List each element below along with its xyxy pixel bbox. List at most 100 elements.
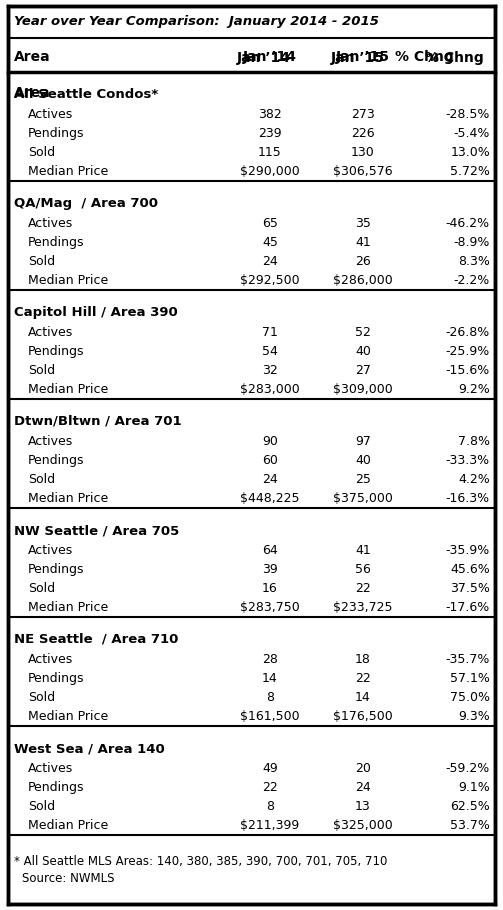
- Text: Actives: Actives: [28, 435, 73, 448]
- Text: Pendings: Pendings: [28, 345, 85, 358]
- Text: Median Price: Median Price: [28, 383, 108, 396]
- Text: Year over Year Comparison:  January 2014 - 2015: Year over Year Comparison: January 2014 …: [14, 15, 379, 28]
- Text: 27: 27: [355, 364, 371, 377]
- Text: 130: 130: [351, 146, 375, 159]
- Text: 22: 22: [355, 672, 371, 685]
- Text: % Chng: % Chng: [395, 50, 454, 64]
- Text: -5.4%: -5.4%: [454, 127, 490, 140]
- Text: 90: 90: [262, 435, 278, 448]
- Text: Sold: Sold: [28, 473, 55, 486]
- Text: Jan ’15: Jan ’15: [336, 50, 390, 64]
- Text: 22: 22: [262, 781, 278, 794]
- Text: 226: 226: [351, 127, 375, 140]
- Text: QA/Mag  / Area 700: QA/Mag / Area 700: [14, 197, 158, 210]
- Text: Median Price: Median Price: [28, 710, 108, 723]
- Text: Actives: Actives: [28, 217, 73, 230]
- Text: 35: 35: [355, 217, 371, 230]
- Text: Capitol Hill / Area 390: Capitol Hill / Area 390: [14, 306, 178, 319]
- Text: West Sea / Area 140: West Sea / Area 140: [14, 742, 165, 755]
- Text: Median Price: Median Price: [28, 819, 108, 832]
- Text: 8.3%: 8.3%: [458, 255, 490, 268]
- Text: 39: 39: [262, 563, 278, 576]
- Text: 32: 32: [262, 364, 278, 377]
- Text: 9.1%: 9.1%: [458, 781, 490, 794]
- Text: 9.2%: 9.2%: [458, 383, 490, 396]
- Text: 57.1%: 57.1%: [450, 672, 490, 685]
- Text: Jan ’14: Jan ’14: [243, 50, 297, 64]
- Text: NE Seattle  / Area 710: NE Seattle / Area 710: [14, 633, 179, 646]
- Text: $283,750: $283,750: [240, 601, 300, 614]
- Text: 62.5%: 62.5%: [450, 800, 490, 813]
- Text: -16.3%: -16.3%: [446, 492, 490, 505]
- Text: 16: 16: [262, 582, 278, 595]
- Text: 18: 18: [355, 653, 371, 666]
- Text: 22: 22: [355, 582, 371, 595]
- Text: 13.0%: 13.0%: [450, 146, 490, 159]
- Text: $448,225: $448,225: [240, 492, 300, 505]
- Text: Actives: Actives: [28, 653, 73, 666]
- Text: Actives: Actives: [28, 108, 73, 121]
- Text: -35.7%: -35.7%: [446, 653, 490, 666]
- Text: 75.0%: 75.0%: [450, 691, 490, 704]
- Text: 9.3%: 9.3%: [458, 710, 490, 723]
- Text: -33.3%: -33.3%: [446, 454, 490, 467]
- Text: Pendings: Pendings: [28, 127, 85, 140]
- Text: 65: 65: [262, 217, 278, 230]
- Text: 273: 273: [351, 108, 375, 121]
- Text: 54: 54: [262, 345, 278, 358]
- Text: Pendings: Pendings: [28, 236, 85, 249]
- Text: -35.9%: -35.9%: [446, 544, 490, 557]
- Text: $292,500: $292,500: [240, 274, 300, 287]
- Text: 25: 25: [355, 473, 371, 486]
- Text: 53.7%: 53.7%: [450, 819, 490, 832]
- Text: $286,000: $286,000: [333, 274, 393, 287]
- Text: Median Price: Median Price: [28, 492, 108, 505]
- Text: Actives: Actives: [28, 326, 73, 339]
- Text: Median Price: Median Price: [28, 274, 108, 287]
- Text: All Seattle Condos*: All Seattle Condos*: [14, 88, 158, 101]
- Text: -8.9%: -8.9%: [454, 236, 490, 249]
- Text: NW Seattle / Area 705: NW Seattle / Area 705: [14, 524, 179, 537]
- Text: $306,576: $306,576: [333, 165, 393, 178]
- Text: Actives: Actives: [28, 762, 73, 775]
- Text: 97: 97: [355, 435, 371, 448]
- Text: * All Seattle MLS Areas: 140, 380, 385, 390, 700, 701, 705, 710: * All Seattle MLS Areas: 140, 380, 385, …: [14, 854, 387, 867]
- Text: 8: 8: [266, 800, 274, 813]
- Text: Sold: Sold: [28, 800, 55, 813]
- Text: Area: Area: [14, 86, 51, 100]
- Text: 239: 239: [258, 127, 282, 140]
- Text: 24: 24: [262, 473, 278, 486]
- Text: % Chng: % Chng: [425, 51, 483, 65]
- Text: $325,000: $325,000: [333, 819, 393, 832]
- Text: Pendings: Pendings: [28, 672, 85, 685]
- Text: 14: 14: [262, 672, 278, 685]
- Text: 71: 71: [262, 326, 278, 339]
- Text: Jan ’14: Jan ’14: [237, 51, 291, 65]
- Text: $176,500: $176,500: [333, 710, 393, 723]
- Text: 14: 14: [355, 691, 371, 704]
- Text: 40: 40: [355, 454, 371, 467]
- Text: Sold: Sold: [28, 364, 55, 377]
- Text: $375,000: $375,000: [333, 492, 393, 505]
- Text: 24: 24: [355, 781, 371, 794]
- Text: -59.2%: -59.2%: [446, 762, 490, 775]
- Text: $161,500: $161,500: [240, 710, 300, 723]
- Text: 20: 20: [355, 762, 371, 775]
- Text: -25.9%: -25.9%: [446, 345, 490, 358]
- Text: Median Price: Median Price: [28, 165, 108, 178]
- Text: -2.2%: -2.2%: [454, 274, 490, 287]
- Text: $290,000: $290,000: [240, 165, 300, 178]
- Text: 382: 382: [258, 108, 282, 121]
- Text: 37.5%: 37.5%: [450, 582, 490, 595]
- Text: Pendings: Pendings: [28, 454, 85, 467]
- Text: 56: 56: [355, 563, 371, 576]
- Text: 52: 52: [355, 326, 371, 339]
- Text: 45.6%: 45.6%: [450, 563, 490, 576]
- Text: Sold: Sold: [28, 691, 55, 704]
- Text: 13: 13: [355, 800, 371, 813]
- Text: 60: 60: [262, 454, 278, 467]
- Text: 41: 41: [355, 236, 371, 249]
- Text: 24: 24: [262, 255, 278, 268]
- Text: 64: 64: [262, 544, 278, 557]
- Text: Jan ’15: Jan ’15: [331, 51, 385, 65]
